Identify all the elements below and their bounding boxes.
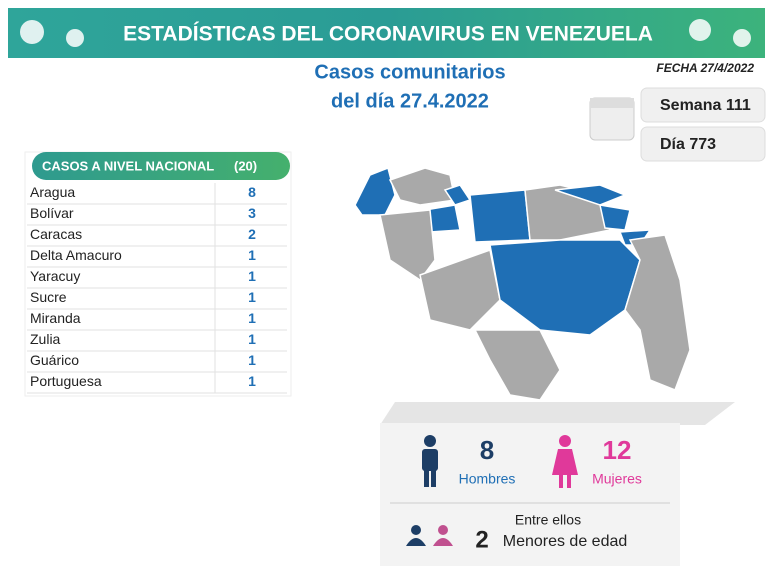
subtitle: del día 27.4.2022 xyxy=(331,90,489,112)
state-name: Guárico xyxy=(30,352,79,368)
table-body: Aragua 8 Bolívar 3 Caracas 2 Delta Amacuro 1 Yar… xyxy=(27,183,287,394)
table-total: (20) xyxy=(234,158,257,173)
state-name: Yaracuy xyxy=(30,268,80,284)
state-cases: 3 xyxy=(248,205,256,221)
state-name: Zulia xyxy=(30,331,61,347)
minors-count: 2 xyxy=(475,526,488,553)
state-name: Caracas xyxy=(30,226,82,242)
state-name: Sucre xyxy=(30,289,67,305)
platform xyxy=(380,402,735,425)
state-cases: 1 xyxy=(248,331,256,347)
state-cases: 1 xyxy=(248,289,256,305)
map xyxy=(354,166,691,401)
header-banner xyxy=(8,8,765,58)
week: Semana 111 xyxy=(660,97,751,114)
day-box xyxy=(640,126,766,162)
men-label: Hombres xyxy=(459,471,516,487)
woman-icon xyxy=(552,435,578,488)
table-card xyxy=(24,151,292,397)
header-title: ESTADÍSTICAS DEL CORONAVIRUS EN VENEZUEL… xyxy=(123,23,653,46)
women-count: 12 xyxy=(603,435,632,465)
man-icon xyxy=(422,435,438,487)
women-label: Mujeres xyxy=(592,471,642,487)
state-name: Portuguesa xyxy=(30,373,102,389)
minor-icons xyxy=(406,525,453,546)
note: Entre ellos xyxy=(515,512,581,528)
state-cases: 1 xyxy=(248,352,256,368)
state-cases: 2 xyxy=(248,226,256,242)
state-cases: 1 xyxy=(248,247,256,263)
date: FECHA 27/4/2022 xyxy=(656,61,754,75)
men-count: 8 xyxy=(480,435,494,465)
state-name: Delta Amacuro xyxy=(30,247,122,263)
state-name: Aragua xyxy=(30,184,75,200)
subtitle: Casos comunitarios xyxy=(314,61,505,83)
state-cases: 1 xyxy=(248,268,256,284)
day: Día 773 xyxy=(660,136,716,153)
state-cases: 1 xyxy=(248,310,256,326)
virus-icons xyxy=(20,19,751,47)
state-cases: 1 xyxy=(248,373,256,389)
state-cases: 8 xyxy=(248,184,256,200)
table-header xyxy=(32,152,290,180)
table-title: CASOS A NIVEL NACIONAL xyxy=(42,158,214,173)
calendar-icon xyxy=(589,97,635,141)
state-name: Bolívar xyxy=(30,205,74,221)
week-box xyxy=(640,87,766,123)
minors-label: Menores de edad xyxy=(503,533,628,550)
state-name: Miranda xyxy=(30,310,81,326)
